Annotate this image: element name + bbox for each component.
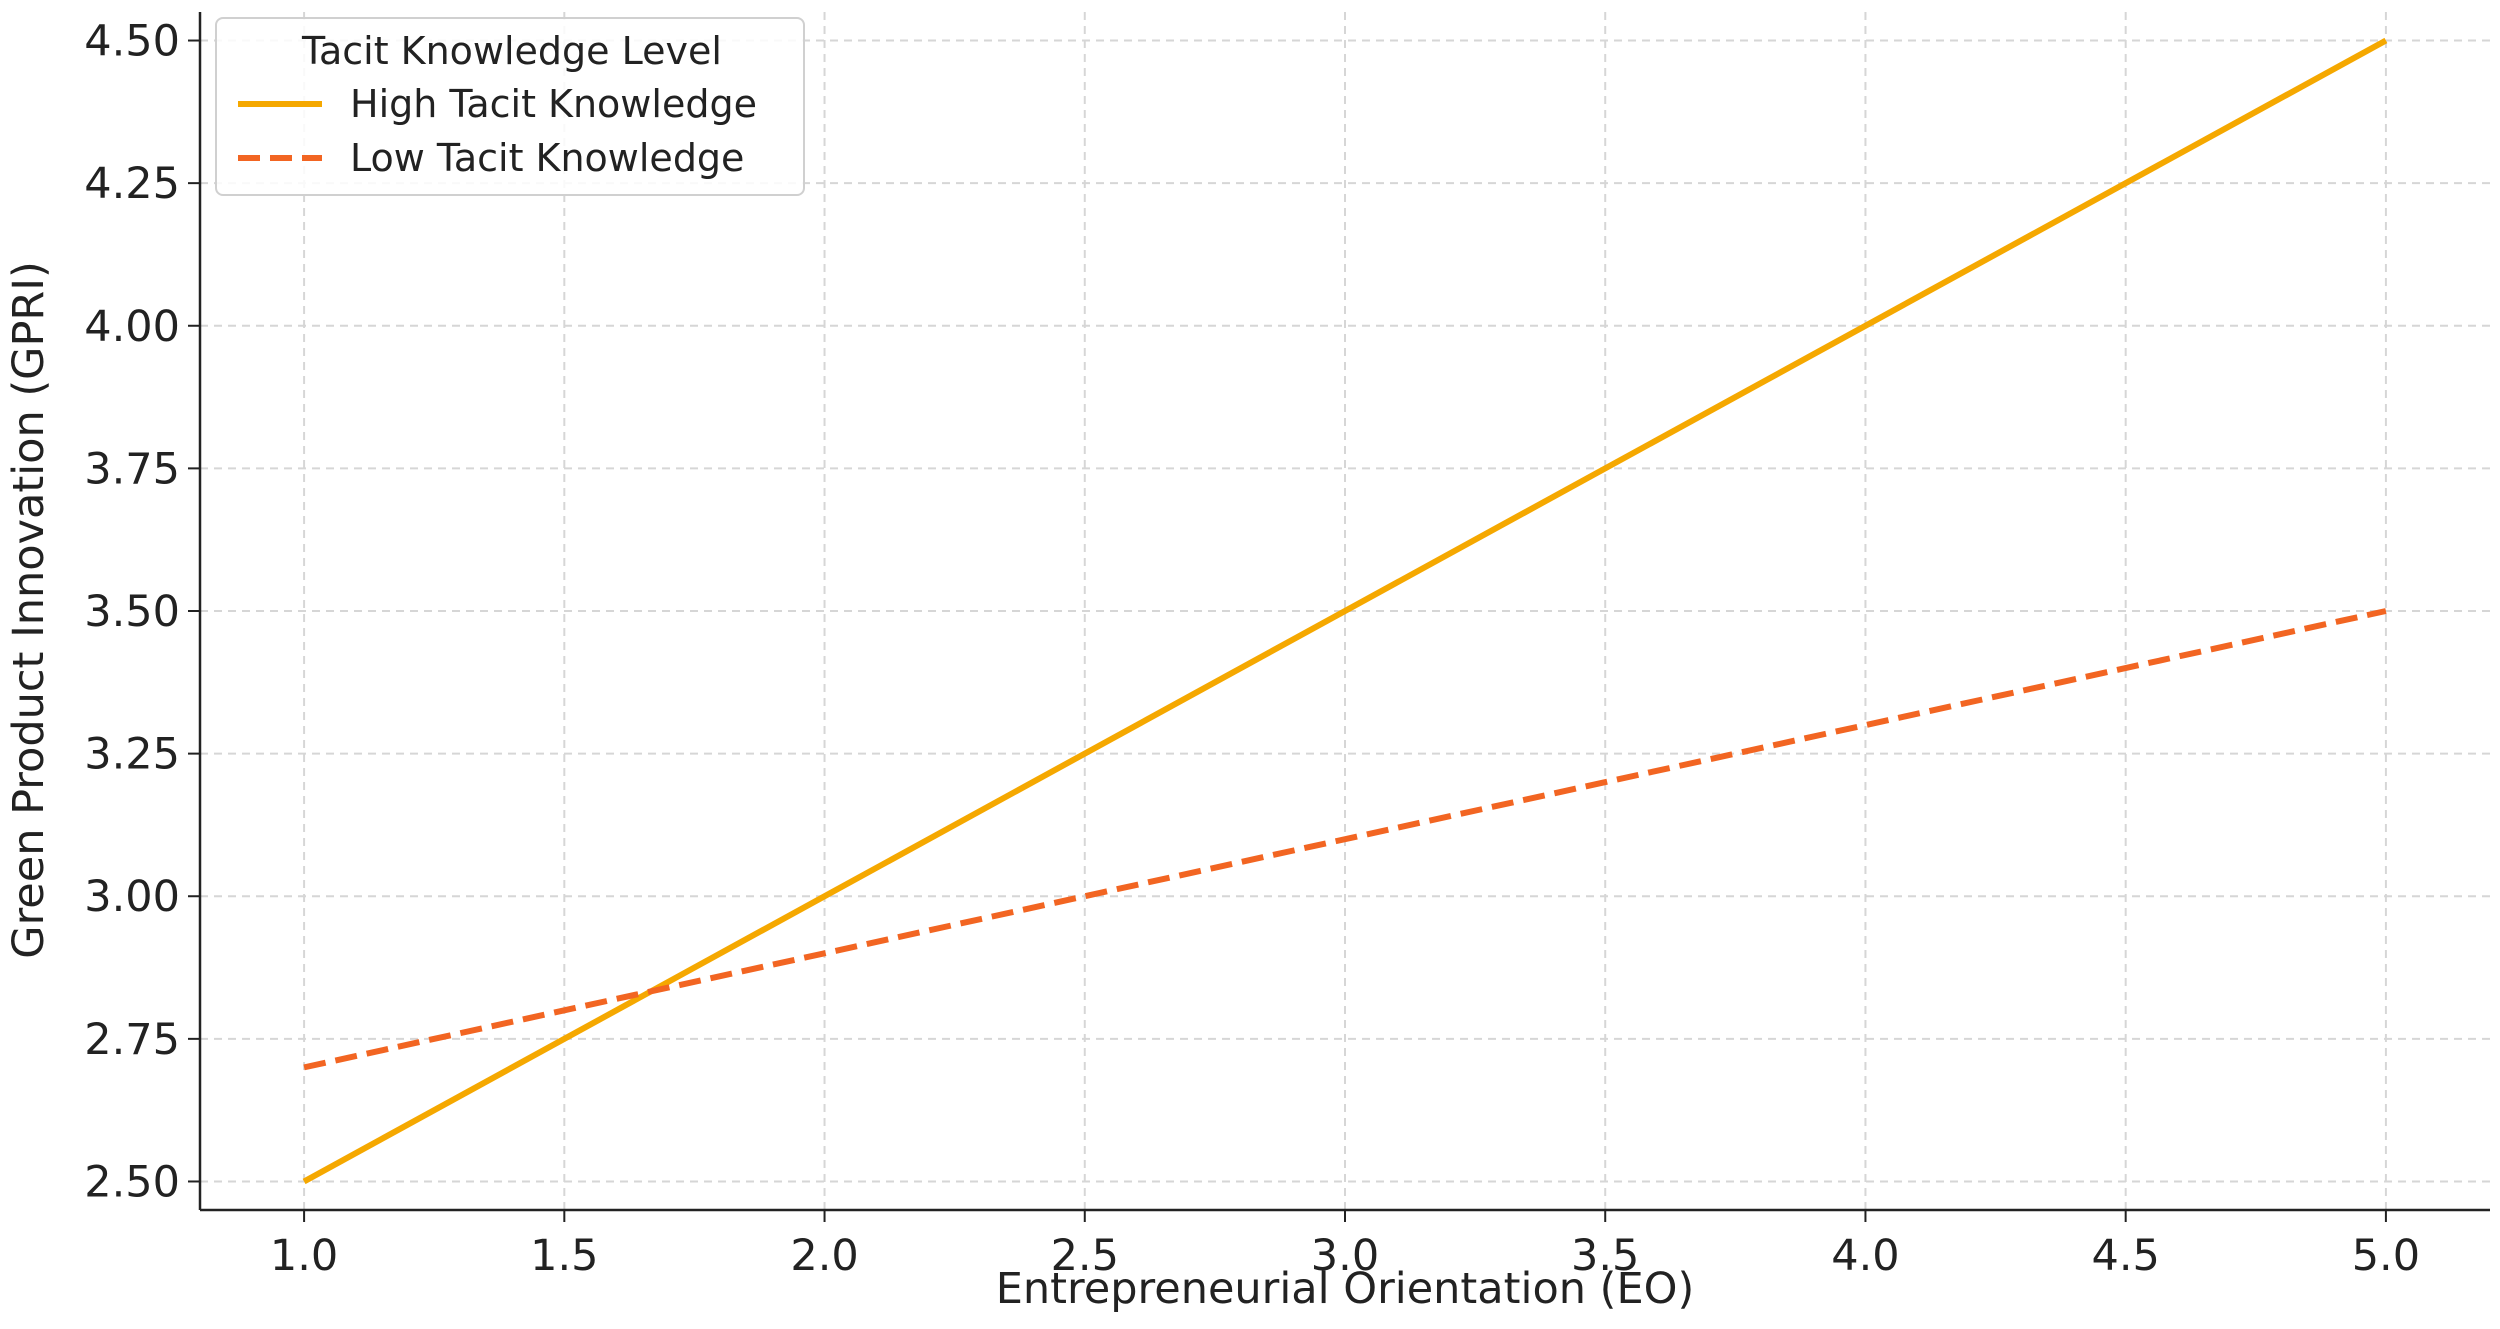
y-tick-label: 3.00 [84,872,180,922]
series-line-low-tacit [303,608,2387,1071]
legend: Tacit Knowledge Level High Tacit Knowled… [215,17,805,196]
y-tick-label: 3.50 [84,587,180,637]
y-tick-label: 3.75 [84,444,180,494]
x-tick-label: 4.5 [2091,1231,2159,1281]
legend-label-high-tacit: High Tacit Knowledge [350,82,757,126]
legend-title: Tacit Knowledge Level [301,29,722,73]
x-tick-label: 1.5 [530,1231,598,1281]
x-tick-label: 3.5 [1571,1231,1639,1281]
x-tick-label: 3.0 [1311,1231,1379,1281]
ticks: 1.0 1.5 2.0 2.5 3.0 3.5 4.0 4.5 5.0 2.50 2.75 3.00 3… [84,17,2420,1281]
x-tick-label: 1.0 [270,1231,338,1281]
x-tick-label: 2.0 [790,1231,858,1281]
x-tick-label: 2.5 [1051,1231,1119,1281]
x-axis-title: Entrepreneurial Orientation (EO) [996,1264,1695,1314]
y-tick-label: 2.50 [84,1157,180,1207]
series-layer [302,37,2388,1185]
y-tick-label: 4.25 [84,159,180,209]
y-axis-title: Green Product Innovation (GPRI) [4,261,54,959]
x-tick-label: 4.0 [1831,1231,1899,1281]
legend-label-low-tacit: Low Tacit Knowledge [350,136,744,180]
y-tick-label: 4.00 [84,302,180,352]
grid [200,12,2490,1210]
x-tick-label: 5.0 [2352,1231,2420,1281]
y-tick-label: 2.75 [84,1015,180,1065]
legend-box [215,17,805,196]
y-tick-label: 3.25 [84,730,180,780]
y-tick-label: 4.50 [84,17,180,67]
